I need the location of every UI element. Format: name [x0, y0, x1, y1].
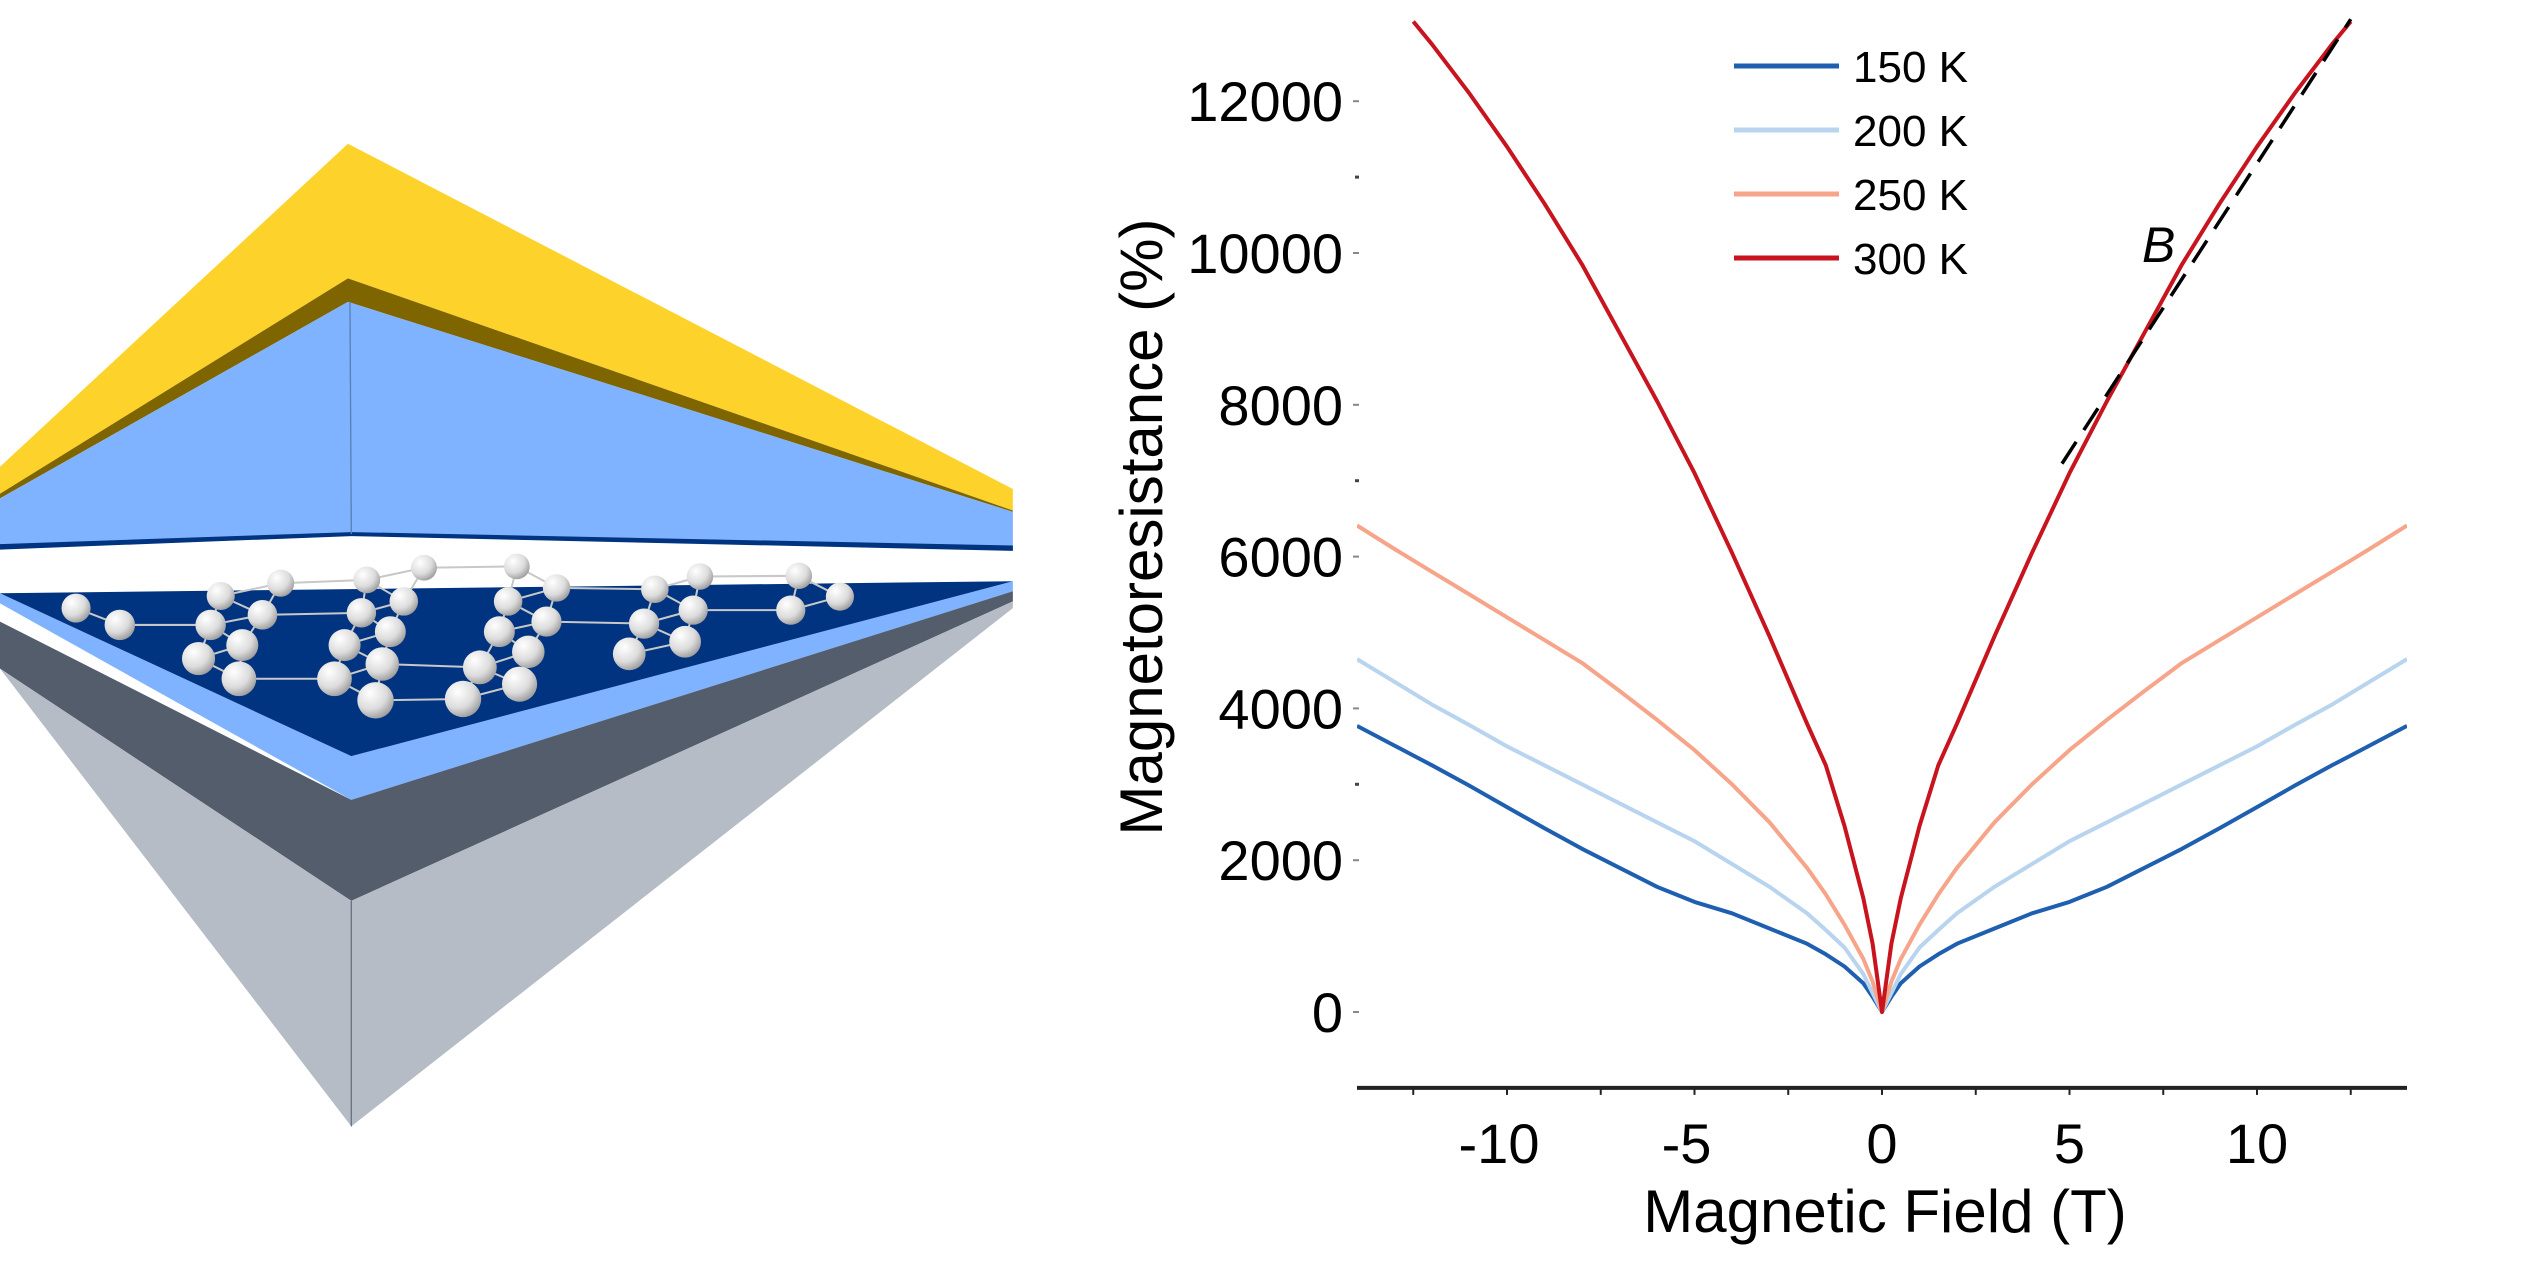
- top-dielectric-layer: [0, 301, 1013, 550]
- y-tick-label: 10000: [1187, 222, 1343, 285]
- atom: [357, 682, 394, 719]
- x-tick-label: 5: [2054, 1112, 2085, 1175]
- atom: [267, 569, 295, 597]
- atom: [389, 587, 419, 616]
- atom: [512, 635, 545, 669]
- y-axis-title: Magnetoresistance (%): [1108, 219, 1175, 836]
- series-line-150k: [1357, 724, 2407, 1014]
- legend-item: 250 K: [1734, 171, 1968, 220]
- gold-electrode-top: [0, 143, 1013, 511]
- y-tick-label: 0: [1312, 981, 1343, 1044]
- atoms: [61, 553, 854, 719]
- atom: [493, 587, 523, 616]
- legend: 150 K 200 K 250 K 300 K: [1734, 43, 1968, 284]
- atom: [353, 566, 381, 594]
- legend-label: 300 K: [1853, 235, 1968, 284]
- device-schematic: [0, 143, 1013, 1127]
- y-tick-label: 12000: [1187, 70, 1343, 133]
- legend-label: 200 K: [1853, 107, 1968, 156]
- y-tick-label: 4000: [1218, 677, 1343, 740]
- series-line-250k: [1357, 523, 2407, 1014]
- atom: [686, 563, 714, 590]
- atom: [104, 609, 136, 641]
- atom: [346, 598, 377, 628]
- atom: [221, 661, 257, 697]
- top-dielectric-edge: [0, 532, 1013, 551]
- gate-oxide-layer: [0, 591, 1013, 901]
- fit-line: [2060, 18, 2353, 465]
- atom: [365, 647, 400, 681]
- legend-item: 300 K: [1734, 235, 1968, 284]
- bond: [423, 565, 517, 569]
- x-axis-title: Magnetic Field (T): [1643, 1178, 2126, 1245]
- atom: [612, 637, 646, 671]
- atom: [247, 600, 278, 630]
- atom: [531, 606, 562, 637]
- atom: [785, 562, 813, 590]
- x-tick-label: -5: [1662, 1112, 1712, 1175]
- series-line-200k: [1357, 657, 2407, 1014]
- bond: [556, 586, 655, 591]
- atom: [411, 554, 437, 581]
- fit-annotation: B: [2142, 217, 2175, 273]
- x-tick-label: 0: [1866, 1112, 1897, 1175]
- atom: [462, 650, 497, 685]
- axes: -10 -5 0 5 10 0 2000 4000 6000 8000 10000 12000: [1187, 70, 2407, 1175]
- atom: [317, 661, 352, 697]
- legend-label: 250 K: [1853, 171, 1968, 220]
- legend-label: 150 K: [1853, 43, 1968, 92]
- atom: [542, 574, 571, 602]
- atom: [776, 595, 806, 625]
- substrate: [0, 601, 1013, 1127]
- bond: [699, 574, 799, 578]
- legend-item: 150 K: [1734, 43, 1968, 92]
- atom: [206, 581, 235, 611]
- bond: [262, 611, 362, 616]
- y-tick-label: 8000: [1218, 374, 1343, 437]
- atom: [825, 582, 854, 611]
- atom: [195, 609, 226, 641]
- atom: [628, 608, 660, 639]
- atom: [669, 625, 701, 658]
- legend-item: 200 K: [1734, 107, 1968, 156]
- atom: [374, 616, 406, 648]
- bond: [546, 620, 645, 625]
- top-layer-corner: [349, 301, 352, 535]
- atom: [328, 629, 361, 662]
- bottom-dielectric-edge: [0, 581, 1013, 800]
- atom: [483, 616, 515, 648]
- x-tick-label: -10: [1459, 1112, 1540, 1175]
- atom: [444, 680, 482, 718]
- plot-area: [1357, 18, 2407, 1014]
- x-tick-label: 10: [2226, 1112, 2288, 1175]
- atom: [641, 575, 669, 604]
- atom: [678, 595, 708, 625]
- atom: [501, 666, 538, 702]
- y-tick-label: 6000: [1218, 526, 1343, 589]
- series-line-300k: [1411, 20, 2353, 1014]
- bond: [280, 578, 367, 585]
- atom: [226, 629, 259, 662]
- atom: [61, 593, 91, 623]
- atom: [181, 642, 216, 676]
- y-tick-label: 2000: [1218, 829, 1343, 892]
- atom: [503, 553, 530, 580]
